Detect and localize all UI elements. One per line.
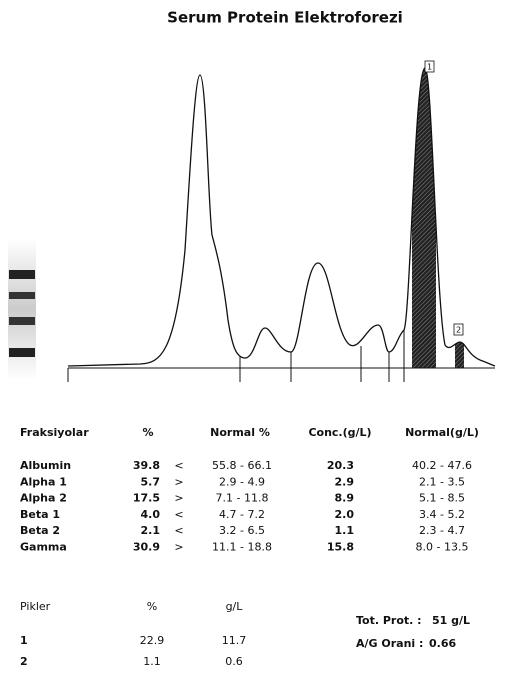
column-header: Conc.(g/L) [308, 426, 371, 439]
ag-value: 0.66 [429, 637, 456, 650]
column-header: % [147, 600, 157, 613]
cell: < [174, 524, 183, 537]
cell: 20.3 [327, 459, 354, 472]
cell: < [174, 459, 183, 472]
column-header: Normal % [210, 426, 270, 439]
peak-marker: 1 [427, 63, 432, 72]
column-header: g/L [226, 600, 244, 613]
column-header: % [142, 426, 153, 439]
cell: Albumin [20, 459, 71, 472]
cell: 11.7 [222, 634, 247, 647]
cell: Alpha 1 [20, 475, 67, 488]
cell: < [174, 508, 183, 521]
cell: 2.9 - 4.9 [219, 475, 265, 488]
cell: 5.7 [141, 475, 161, 488]
cell: 11.1 - 18.8 [212, 541, 272, 554]
cell: 2.3 - 4.7 [419, 524, 465, 537]
cell: 40.2 - 47.6 [412, 459, 472, 472]
cell: 0.6 [225, 655, 243, 668]
total-label: Tot. Prot. : [356, 614, 422, 627]
cell: > [174, 475, 183, 488]
cell: 15.8 [327, 541, 354, 554]
cell: Beta 1 [20, 508, 60, 521]
cell: Gamma [20, 541, 67, 554]
cell: Alpha 2 [20, 492, 67, 505]
cell: Beta 2 [20, 524, 60, 537]
cell: 2.0 [335, 508, 355, 521]
ag-label: A/G Orani : [356, 637, 423, 650]
cell: 4.7 - 7.2 [219, 508, 265, 521]
cell: 7.1 - 11.8 [216, 492, 269, 505]
cell: 1 [20, 634, 28, 647]
column-header: Fraksiyolar [20, 426, 89, 439]
cell: 39.8 [133, 459, 160, 472]
cell: 2.9 [335, 475, 355, 488]
densitogram [67, 60, 496, 382]
cell: 30.9 [133, 541, 160, 554]
cell: 1.1 [143, 655, 161, 668]
cell: 17.5 [133, 492, 160, 505]
column-header: Normal(g/L) [405, 426, 479, 439]
cell: 3.4 - 5.2 [419, 508, 465, 521]
cell: > [174, 541, 183, 554]
cell: 3.2 - 6.5 [219, 524, 265, 537]
total-value: 51 g/L [432, 614, 470, 627]
cell: 5.1 - 8.5 [419, 492, 465, 505]
cell: 55.8 - 66.1 [212, 459, 272, 472]
cell: 8.0 - 13.5 [416, 541, 469, 554]
cell: 22.9 [140, 634, 165, 647]
gel-strip [8, 238, 36, 380]
cell: 8.9 [335, 492, 355, 505]
cell: 1.1 [335, 524, 355, 537]
cell: 2 [20, 655, 28, 668]
peak-marker: 2 [456, 326, 461, 335]
cell: 4.0 [141, 508, 161, 521]
title: Serum Protein Elektroforezi [167, 9, 403, 27]
cell: 2.1 [141, 524, 161, 537]
cell: > [174, 492, 183, 505]
cell: 2.1 - 3.5 [419, 475, 465, 488]
column-header: Pikler [20, 600, 51, 613]
